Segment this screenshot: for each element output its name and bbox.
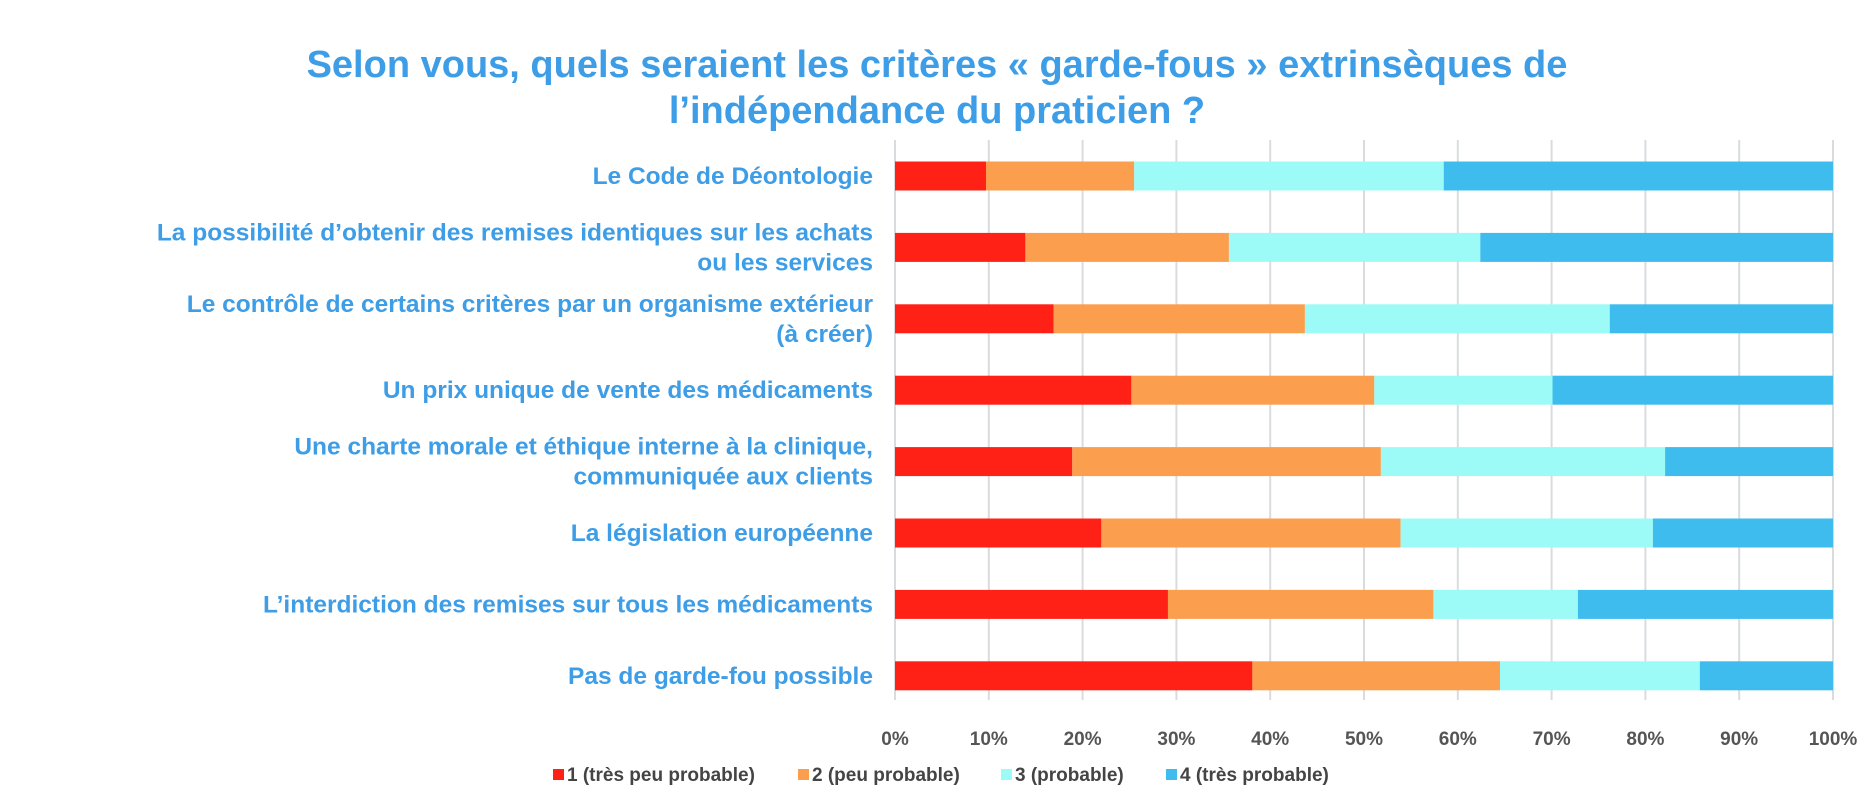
bar-segment-series-3: [1380, 447, 1666, 477]
legend: 1 (très peu probable) 2 (peu probable) 3 (…: [553, 765, 1329, 786]
x-tick-label: 20%: [1064, 729, 1102, 750]
bar-segment-series-3: [1433, 589, 1578, 619]
bar-segment-series-1: [895, 304, 1054, 334]
bar-segment-series-1: [895, 232, 1026, 262]
chart-title: Selon vous, quels seraient les critères …: [0, 42, 1874, 134]
category-label: Le contrôle de certains critères par un …: [187, 291, 874, 348]
bar-segment-series-3: [1304, 304, 1610, 334]
category-label-line: Le contrôle de certains critères par un …: [187, 291, 874, 318]
legend-swatch: [1001, 769, 1012, 780]
bar-segment-series-1: [895, 518, 1102, 548]
x-tick-label: 60%: [1439, 729, 1477, 750]
bar-segment-series-2: [1101, 518, 1401, 548]
x-tick-label: 40%: [1251, 729, 1289, 750]
bar-segment-series-1: [895, 375, 1132, 405]
legend-entry-label: 2 (peu probable): [812, 765, 960, 786]
bar-segment-series-4: [1480, 232, 1833, 262]
legend-entry-label: 1 (très peu probable): [567, 765, 755, 786]
x-tick-label: 10%: [970, 729, 1008, 750]
legend-swatch: [553, 769, 564, 780]
category-label: L’interdiction des remises sur tous les …: [263, 591, 873, 618]
bar-segment-series-2: [1072, 447, 1381, 477]
bar-segment-series-3: [1400, 518, 1653, 548]
bar-segment-series-3: [1134, 161, 1444, 191]
category-label-line: Pas de garde-fou possible: [568, 663, 873, 690]
bar-segment-series-2: [1131, 375, 1375, 405]
bar-segment-series-4: [1552, 375, 1833, 405]
category-label-line: (à créer): [776, 321, 873, 348]
bar-segment-series-3: [1228, 232, 1481, 262]
category-label: La législation européenne: [571, 520, 873, 547]
bar-segment-series-4: [1609, 304, 1833, 334]
bar-segment-series-3: [1374, 375, 1553, 405]
bar-segment-series-2: [1025, 232, 1229, 262]
legend-entry-label: 3 (probable): [1015, 765, 1124, 786]
bar-segment-series-2: [1167, 589, 1434, 619]
category-label: La possibilité d’obtenir des remises ide…: [157, 219, 873, 276]
category-labels: Le Code de Déontologie La possibilité d’o…: [157, 163, 874, 690]
legend-swatch: [1166, 769, 1177, 780]
category-label-line: ou les services: [697, 249, 873, 276]
legend-swatch: [798, 769, 809, 780]
category-label-line: La législation européenne: [571, 520, 873, 547]
x-tick-label: 80%: [1626, 729, 1664, 750]
x-tick-label: 30%: [1157, 729, 1195, 750]
x-tick-label: 70%: [1533, 729, 1571, 750]
bar-segment-series-4: [1443, 161, 1833, 191]
category-label-line: communiquée aux clients: [573, 464, 873, 491]
legend-entry-label: 4 (très probable): [1180, 765, 1329, 786]
x-tick-label: 0%: [881, 729, 909, 750]
bar-segment-series-1: [895, 447, 1073, 477]
bar-segment-series-2: [1053, 304, 1305, 334]
category-label-line: La possibilité d’obtenir des remises ide…: [157, 219, 873, 246]
x-tick-label: 50%: [1345, 729, 1383, 750]
bar-segment-series-1: [895, 589, 1168, 619]
bar-segment-series-4: [1699, 661, 1833, 691]
category-label: Un prix unique de vente des médicaments: [383, 377, 873, 404]
bar-segment-series-1: [895, 161, 986, 191]
category-label: Le Code de Déontologie: [593, 163, 873, 190]
bar-segment-series-2: [1252, 661, 1501, 691]
bar-segment-series-4: [1652, 518, 1833, 548]
x-axis-tick-labels: 0% 10% 20% 30% 40% 50% 60% 70% 80% 90% 100%: [881, 729, 1857, 750]
bars: [895, 161, 1833, 691]
chart-title-line-2: l’indépendance du praticien ?: [668, 90, 1206, 132]
category-label-line: Le Code de Déontologie: [593, 163, 873, 190]
bar-segment-series-3: [1500, 661, 1700, 691]
category-label-line: L’interdiction des remises sur tous les …: [263, 591, 873, 618]
category-label-line: Un prix unique de vente des médicaments: [383, 377, 873, 404]
category-label: Une charte morale et éthique interne à l…: [294, 434, 873, 491]
x-tick-label: 100%: [1809, 729, 1858, 750]
bar-segment-series-1: [895, 661, 1253, 691]
bar-segment-series-4: [1577, 589, 1833, 619]
chart-title-line-1: Selon vous, quels seraient les critères …: [306, 44, 1568, 86]
x-tick-label: 90%: [1720, 729, 1758, 750]
bar-segment-series-2: [985, 161, 1135, 191]
category-label: Pas de garde-fou possible: [568, 663, 873, 690]
bar-segment-series-4: [1665, 447, 1833, 477]
category-label-line: Une charte morale et éthique interne à l…: [294, 434, 873, 461]
